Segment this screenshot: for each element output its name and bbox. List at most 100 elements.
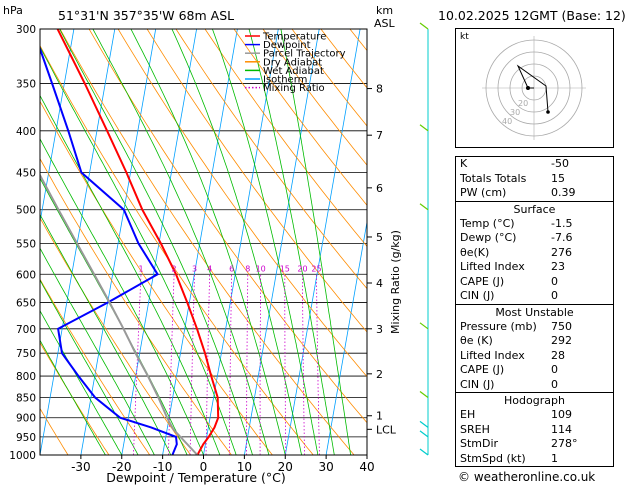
index-label: Dewp (°C)	[460, 231, 517, 244]
pressure-tick-label: 600	[16, 269, 36, 281]
index-label: Totals Totals	[460, 171, 527, 185]
isotherm-line	[284, 29, 361, 455]
wet-adiabat-line	[171, 29, 302, 455]
mixing-ratio-label: 1	[138, 264, 143, 273]
dry-adiabat-line	[40, 278, 151, 455]
index-label: PW (cm)	[460, 186, 507, 199]
dry-adiabat-line	[40, 157, 232, 455]
mixing-ratio-label: 6	[229, 264, 234, 273]
mixing-ratio-axis-label: Mixing Ratio (g/kg)	[389, 230, 402, 334]
hodograph-unit: kt	[460, 32, 469, 42]
dry-adiabat-line	[117, 29, 367, 378]
hodograph-section: Hodograph EH 109 SREH 114 StmDir 278° StmSpd (…	[456, 392, 613, 466]
dry-adiabat-line	[40, 407, 69, 455]
dry-adiabat-line	[175, 29, 367, 290]
mixing-ratio-line	[302, 274, 305, 455]
isotherm-line	[244, 29, 320, 455]
pressure-tick-label: 500	[16, 205, 36, 217]
hodograph-title: Hodograph	[504, 394, 565, 407]
pressure-tick-label: 1000	[9, 450, 36, 462]
indices-panel: K -50 Totals Totals 15 PW (cm) 0.39 Surface T…	[455, 156, 614, 467]
pressure-tick-label: 850	[16, 392, 36, 404]
index-label: Pressure (mb)	[460, 319, 537, 333]
index-label: CAPE (J)	[460, 274, 505, 288]
index-row: Pressure (mb) 750	[456, 320, 613, 335]
hodograph-ring-label: 30	[510, 108, 520, 117]
index-value: 114	[551, 422, 572, 436]
index-value: 109	[551, 408, 572, 421]
unstable-section: Most Unstable Pressure (mb) 750 θe (K) 292 L…	[456, 303, 613, 393]
index-value: -7.6	[551, 231, 573, 244]
mixing-ratio-label: 4	[207, 264, 212, 273]
index-row: Totals Totals 15	[456, 172, 613, 187]
wet-adiabat-line	[40, 339, 106, 455]
index-row: PW (cm) 0.39	[456, 186, 613, 201]
index-value: -50	[551, 157, 569, 170]
km-tick-label: 4	[376, 277, 383, 290]
wet-adiabat-line	[92, 29, 270, 455]
index-label: θe (K)	[460, 334, 493, 347]
mixing-ratio-labels: 1 2 3 4 6 8 10 15 20 25	[138, 264, 321, 273]
legend-label: Dry Adiabat	[263, 57, 322, 68]
mixing-ratio-label: 2	[172, 264, 177, 273]
height-unit-asl: ASL	[374, 17, 396, 30]
mixing-ratio-label: 10	[256, 264, 266, 273]
mixing-ratio-line	[284, 274, 287, 455]
dry-adiabat-line	[204, 29, 367, 247]
wet-adiabat-line	[40, 94, 221, 455]
mixing-ratio-line	[246, 274, 249, 455]
index-value: -1.5	[551, 216, 573, 230]
mixing-ratio-line	[133, 274, 142, 455]
wet-adiabat-line	[40, 46, 237, 455]
surface-title: Surface	[513, 202, 556, 216]
wind-barbs	[419, 22, 429, 456]
index-row: Temp (°C) -1.5	[456, 217, 613, 232]
series-dewpoint	[40, 45, 178, 455]
x-tick-label: 30	[318, 460, 333, 474]
pressure-tick-label: 450	[16, 167, 36, 179]
x-tick-label: -20	[112, 460, 132, 474]
index-row: θe (K) 292	[456, 334, 613, 349]
index-value: 750	[551, 319, 572, 333]
wind-barb	[419, 124, 429, 132]
pressure-tick-label: 350	[16, 79, 36, 91]
dry-adiabat-line	[59, 29, 355, 455]
index-row: StmDir 278°	[456, 437, 613, 452]
hodograph-ring-label: 40	[502, 117, 512, 126]
legend-label: Dewpoint	[263, 40, 311, 51]
hodograph-ring-label: 20	[518, 99, 528, 108]
index-row: CIN (J) 0	[456, 378, 613, 393]
hodograph-storm-motion	[526, 86, 530, 90]
index-label: θe(K)	[460, 245, 490, 259]
wet-adiabat-line	[40, 279, 139, 455]
index-row: Lifted Index 28	[456, 349, 613, 364]
legend-label: Mixing Ratio	[263, 83, 325, 94]
x-tick-label: 40	[359, 460, 374, 474]
wet-adiabat-line	[248, 29, 335, 455]
mixing-ratio-label: 3	[192, 264, 197, 273]
height-unit: km	[376, 4, 393, 17]
km-tick-label: 2	[376, 368, 383, 381]
index-value: 23	[551, 260, 565, 273]
index-label: SREH	[460, 422, 490, 436]
surface-section: Surface Temp (°C) -1.5 Dewp (°C) -7.6 θe(K) 2…	[456, 200, 613, 304]
pressure-tick-label: 700	[16, 324, 36, 336]
pressure-tick-label: 900	[16, 413, 36, 425]
x-tick-label: 20	[278, 460, 293, 474]
index-row: θe(K) 276	[456, 246, 613, 261]
index-label: Lifted Index	[460, 348, 525, 362]
pressure-tick-label: 300	[16, 24, 36, 36]
index-row: CAPE (J) 0	[456, 363, 613, 378]
hodograph-end-point	[546, 110, 550, 114]
location-title: 51°31'N 357°35'W 68m ASL	[58, 8, 234, 23]
x-axis-label: Dewpoint / Temperature (°C)	[106, 470, 285, 485]
index-label: CAPE (J)	[460, 363, 505, 376]
index-label: StmSpd (kt)	[460, 451, 526, 465]
index-value: 1	[551, 451, 558, 465]
pressure-tick-label: 950	[16, 432, 36, 444]
pressure-tick-label: 800	[16, 371, 36, 383]
pressure-tick-label: 650	[16, 298, 36, 310]
